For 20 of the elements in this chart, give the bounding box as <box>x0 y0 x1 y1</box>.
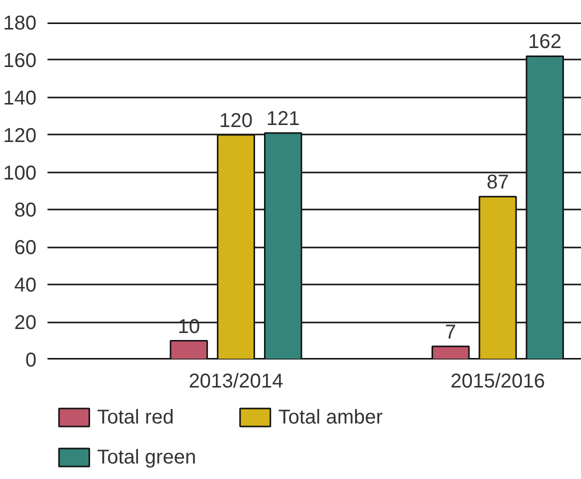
data-label: 120 <box>219 110 253 132</box>
data-label: 87 <box>486 172 509 194</box>
y-tick-label: 40 <box>14 274 37 297</box>
legend-label: Total green <box>97 446 196 468</box>
y-tick-label: 20 <box>14 312 37 334</box>
data-label: 121 <box>266 108 300 130</box>
y-tick-label: 180 <box>3 12 37 34</box>
y-tick-label: 0 <box>25 350 36 372</box>
y-tick-label: 100 <box>3 162 37 184</box>
y-tick-label: 60 <box>14 237 37 260</box>
y-tick-label: 80 <box>14 200 37 222</box>
data-label: 7 <box>445 321 456 344</box>
data-label: 162 <box>528 31 562 54</box>
y-tick-label: 140 <box>3 87 37 110</box>
legend-label: Total amber <box>278 406 384 428</box>
x-tick-label: 2013/2014 <box>188 370 284 392</box>
x-tick-label: 2015/2016 <box>450 370 546 392</box>
y-tick-label: 120 <box>3 124 37 147</box>
legend-label: Total red <box>97 406 174 428</box>
y-tick-label: 160 <box>3 50 37 72</box>
